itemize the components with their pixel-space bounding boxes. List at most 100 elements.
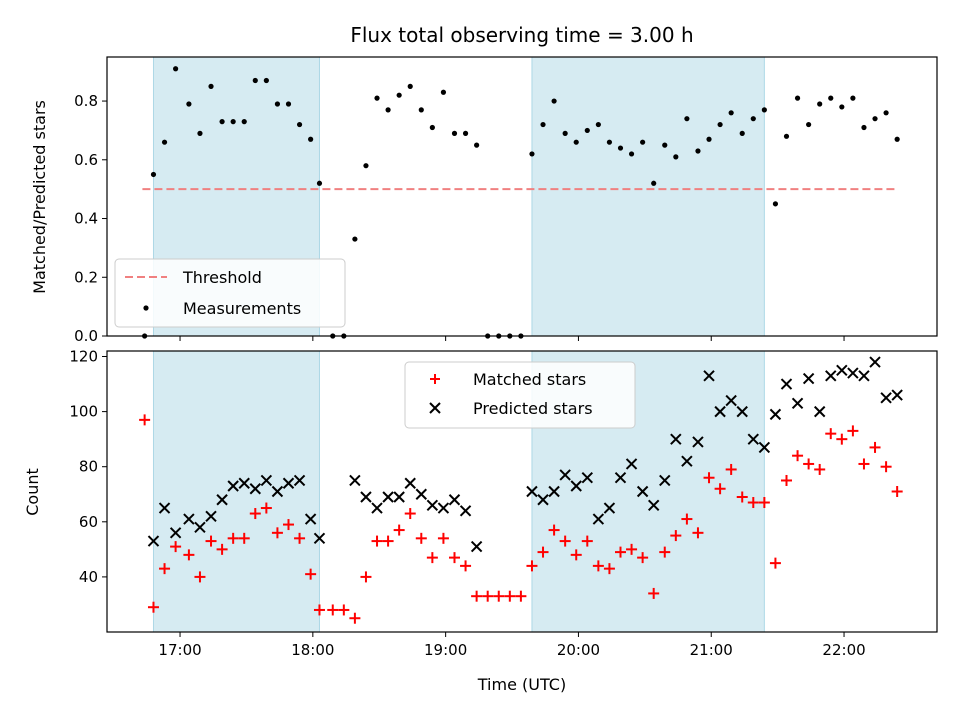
predicted-star-point (205, 510, 217, 523)
matched-star-point (825, 428, 837, 440)
predicted-star-point (836, 364, 848, 376)
predicted-star-point (537, 494, 549, 506)
matched-stars-points (139, 414, 903, 624)
predicted-star-point (681, 455, 693, 467)
shaded-region (531, 56, 765, 337)
predicted-star-point (769, 408, 782, 421)
predicted-star-point (614, 472, 627, 484)
predicted-star-point (448, 494, 461, 506)
matched-star-point (404, 508, 416, 520)
predicted-star-point (349, 474, 361, 487)
predicted-star-point (670, 433, 682, 445)
predicted-star-point (169, 527, 182, 539)
matched-star-point (869, 441, 881, 453)
matched-star-point (313, 604, 325, 616)
predicted-star-point (526, 485, 538, 498)
matched-star-point (249, 508, 261, 520)
matched-star-point (725, 463, 737, 475)
matched-star-point (504, 590, 516, 602)
measurement-point (186, 101, 192, 107)
matched-star-point (692, 527, 704, 539)
predicted-star-point (271, 485, 284, 498)
predicted-star-point (437, 502, 450, 514)
predicted-star-point (825, 370, 837, 382)
measurement-point (684, 116, 690, 122)
measurement-point (883, 110, 889, 116)
predicted-star-point (293, 474, 306, 487)
x-axis-label: Time (UTC) (477, 675, 566, 694)
predicted-star-point (603, 502, 616, 514)
matched-star-point (559, 535, 571, 547)
matched-star-point (349, 612, 361, 624)
matched-star-point (626, 543, 638, 555)
matched-star-point (747, 497, 759, 509)
bottom-y-axis-label: Count (23, 468, 42, 516)
legend-predicted-swatch (429, 402, 441, 414)
matched-star-point (659, 546, 671, 558)
measurement-point (208, 83, 214, 89)
matched-star-point (183, 549, 195, 561)
legend-matched-label: Matched stars (473, 370, 586, 389)
measurement-point (606, 139, 613, 145)
predicted-star-point (371, 502, 383, 514)
predicted-star-point (147, 535, 160, 547)
matched-star-point (460, 560, 472, 572)
measurement-point (761, 107, 767, 113)
measurement-point (673, 154, 679, 160)
measurement-point (617, 145, 624, 151)
predicted-star-point (282, 477, 295, 489)
y-tick-label: 60 (79, 513, 98, 531)
predicted-star-point (470, 540, 483, 553)
top-y-axis-label: Matched/Predicted stars (30, 100, 49, 294)
predicted-star-point (260, 474, 273, 487)
matched-star-point (736, 491, 748, 503)
measurement-point (562, 130, 568, 136)
y-tick-label: 0.0 (74, 327, 98, 345)
measurement-point (706, 136, 712, 142)
y-tick-label: 0.6 (74, 151, 98, 169)
measurement-point (651, 180, 657, 186)
matched-star-point (603, 563, 615, 575)
matched-star-point (327, 604, 339, 616)
matched-star-point (703, 472, 715, 484)
predicted-star-point (415, 488, 428, 500)
measurement-point (429, 124, 435, 131)
measurement-point (573, 139, 579, 145)
bottom-x-ticks: 17:00 18:00 19:00 20:00 21:00 22:00 (158, 632, 866, 659)
y-tick-label: 120 (69, 348, 98, 366)
predicted-star-point (382, 491, 394, 503)
legend-threshold-label: Threshold (182, 268, 262, 287)
matched-star-point (670, 530, 682, 542)
matched-star-point (792, 450, 804, 462)
matched-star-point (260, 502, 272, 514)
predicted-star-point (625, 458, 638, 470)
predicted-star-point (692, 436, 704, 448)
x-tick-label: 19:00 (424, 641, 467, 659)
matched-star-point (338, 604, 350, 616)
matched-star-point (139, 414, 151, 426)
top-legend-box (114, 258, 346, 328)
predicted-star-point (249, 483, 262, 495)
y-tick-label: 40 (79, 568, 98, 586)
measurement-point (540, 121, 546, 128)
y-tick-label: 0.4 (74, 210, 98, 228)
matched-star-point (227, 532, 239, 544)
matched-star-point (448, 552, 460, 564)
bottom-legend: Matched stars Predicted stars (404, 361, 636, 429)
y-tick-label: 80 (79, 458, 98, 476)
measurement-point (296, 121, 303, 128)
measurement-point (595, 121, 601, 128)
measurement-point (462, 130, 469, 136)
matched-star-point (305, 568, 317, 580)
predicted-star-point (360, 491, 372, 503)
measurement-point (717, 121, 723, 128)
predicted-star-point (725, 394, 737, 407)
predicted-star-point (313, 532, 326, 545)
measurement-point (850, 95, 856, 101)
measurement-point (817, 101, 823, 107)
predicted-star-point (548, 485, 560, 498)
predicted-star-point (426, 499, 439, 511)
measurement-point (872, 116, 878, 122)
legend-measurements-label: Measurements (183, 299, 301, 318)
x-tick-label: 18:00 (291, 641, 334, 659)
